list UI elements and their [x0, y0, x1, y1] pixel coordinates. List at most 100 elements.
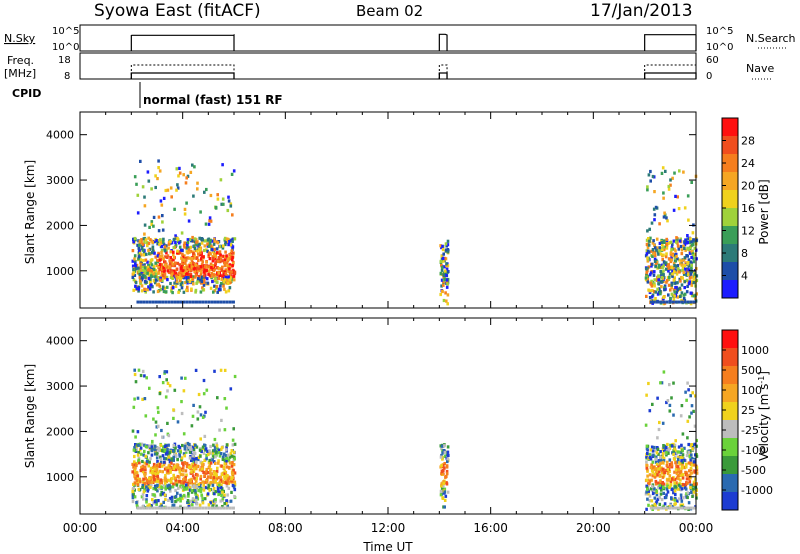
- echo-cell: [224, 481, 228, 485]
- echo-cell: [650, 279, 653, 283]
- echo-cell: [443, 265, 447, 269]
- echo-cell: [176, 186, 180, 190]
- echo-cell: [678, 471, 682, 475]
- colorbar-swatch: [722, 330, 738, 349]
- echo-cell: [683, 300, 687, 304]
- echo-cell: [165, 248, 168, 252]
- echo-cell: [678, 169, 681, 173]
- echo-cell: [218, 454, 222, 458]
- echo-cell: [681, 473, 685, 477]
- echo-cell: [439, 489, 443, 493]
- echo-cell: [685, 254, 688, 258]
- echo-cell: [180, 286, 184, 290]
- echo-cell: [132, 448, 136, 452]
- echo-cell: [201, 463, 204, 467]
- colorbar-tick-label: 25: [741, 404, 755, 417]
- echo-cell: [666, 478, 670, 482]
- echo-cell: [442, 480, 445, 484]
- echo-cell: [655, 489, 658, 493]
- echo-cell: [227, 459, 231, 463]
- echo-cell: [441, 457, 444, 461]
- echo-cell: [184, 461, 188, 465]
- nsearch-tick-top: 10^5: [706, 26, 733, 37]
- nsearch-label: N.Search: [746, 32, 796, 45]
- echo-cell: [442, 298, 446, 303]
- echo-cell: [671, 444, 674, 448]
- echo-cell: [159, 238, 162, 242]
- echo-cell: [672, 413, 675, 417]
- nsky-trace: [438, 33, 448, 51]
- echo-cell: [193, 237, 197, 241]
- echo-cell: [679, 455, 682, 459]
- echo-cell: [159, 455, 162, 459]
- echo-cell: [226, 504, 229, 508]
- y-tick-label: 3000: [46, 174, 74, 187]
- echo-cell: [211, 500, 214, 504]
- echo-cell: [201, 415, 205, 419]
- echo-cell: [149, 272, 153, 276]
- echo-cell: [651, 254, 654, 258]
- echo-cell: [165, 370, 169, 374]
- echo-cell: [676, 244, 680, 248]
- echo-cell: [195, 281, 198, 285]
- echo-cell: [185, 201, 188, 205]
- echo-cell: [662, 459, 666, 463]
- echo-cell: [151, 469, 154, 474]
- echo-cell: [146, 244, 149, 248]
- echo-cell: [203, 244, 207, 248]
- echo-cell: [194, 506, 198, 510]
- echo-cell: [166, 484, 169, 488]
- echo-cell: [145, 376, 148, 380]
- echo-cell: [219, 490, 222, 494]
- echo-cell: [659, 252, 663, 256]
- echo-cell: [692, 482, 696, 486]
- echo-cell: [157, 215, 161, 219]
- echo-cell: [164, 290, 168, 294]
- echo-cell: [442, 463, 445, 467]
- echo-cell: [662, 273, 665, 277]
- echo-cell: [684, 483, 688, 487]
- echo-cell: [159, 276, 162, 280]
- echo-cell: [180, 481, 183, 485]
- echo-cell: [135, 287, 139, 291]
- echo-cell: [658, 246, 662, 250]
- echo-cell: [440, 482, 443, 486]
- echo-cell: [673, 470, 676, 474]
- echo-cell: [651, 470, 655, 474]
- echo-cell: [191, 445, 195, 449]
- echo-cell: [170, 495, 174, 499]
- echo-cell: [145, 252, 148, 256]
- echo-cell: [167, 471, 170, 475]
- echo-cell: [686, 506, 690, 510]
- echo-cell: [203, 248, 206, 253]
- echo-cell: [198, 242, 201, 246]
- echo-cell: [142, 506, 146, 510]
- echo-cell: [443, 269, 447, 273]
- echo-cell: [206, 449, 209, 453]
- echo-cell: [141, 470, 145, 474]
- echo-cell: [163, 460, 166, 464]
- echo-cell: [156, 289, 160, 294]
- echo-cell: [684, 465, 688, 469]
- echo-cell: [223, 368, 227, 372]
- colorbar-swatch: [722, 474, 738, 493]
- echo-cell: [653, 243, 656, 247]
- echo-cell: [159, 278, 162, 282]
- echo-cell: [647, 288, 650, 292]
- echo-cell: [169, 186, 173, 190]
- echo-cell: [682, 486, 686, 490]
- echo-cell: [186, 272, 189, 276]
- echo-cell: [666, 219, 669, 223]
- echo-cell: [648, 239, 651, 243]
- echo-cell: [648, 473, 652, 477]
- echo-cell: [162, 266, 165, 270]
- echo-cell: [657, 465, 660, 469]
- echo-cell: [170, 269, 173, 273]
- echo-cell: [662, 370, 666, 374]
- echo-cell: [136, 193, 140, 197]
- echo-cell: [176, 183, 179, 187]
- echo-cell: [672, 452, 675, 457]
- echo-cell: [651, 241, 655, 245]
- echo-cell: [143, 223, 147, 227]
